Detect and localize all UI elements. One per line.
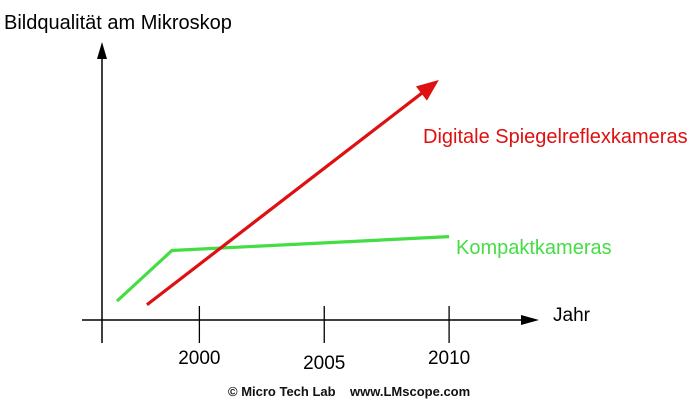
- series-arrowhead-icon-1: [415, 80, 439, 101]
- x-tick-label-2010: 2010: [428, 348, 470, 369]
- series-layer: [115, 80, 450, 306]
- x-tick-label-2005: 2005: [303, 353, 345, 374]
- copyright-annotation: © Micro Tech Lab www.LMscope.com: [228, 384, 470, 399]
- x-ticks: 2000 2005 2010: [178, 306, 470, 374]
- x-axis-label: Jahr: [553, 305, 591, 326]
- series-line-0: [115, 235, 450, 303]
- axes: [82, 42, 539, 343]
- series-label-dslr: Digitale Spiegelreflexkameras: [423, 126, 688, 148]
- series-label-compact: Kompaktkameras: [456, 237, 612, 259]
- y-axis-label: Bildqualität am Mikroskop: [4, 12, 232, 34]
- x-axis-arrow-icon: [521, 315, 539, 325]
- series-line-1: [145, 82, 436, 306]
- x-tick-label-2000: 2000: [178, 348, 220, 369]
- y-axis-arrow-icon: [97, 42, 107, 59]
